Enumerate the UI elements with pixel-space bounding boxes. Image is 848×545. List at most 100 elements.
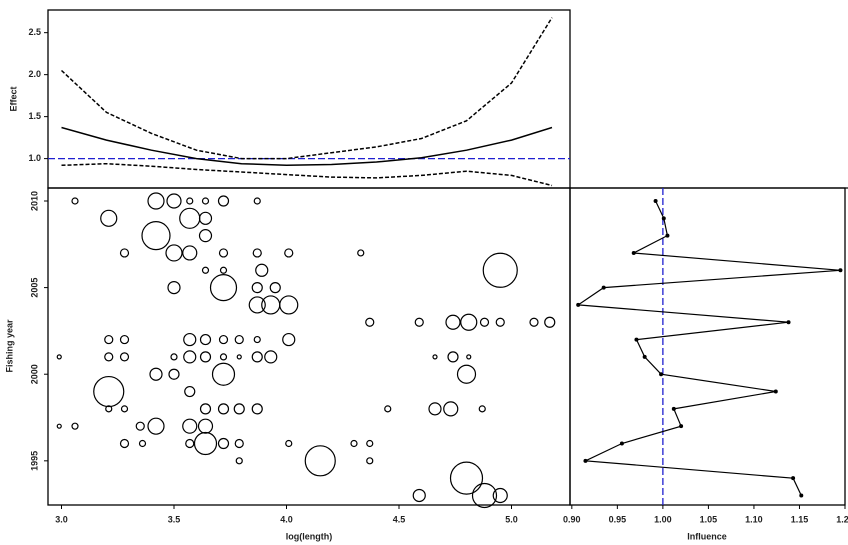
bubble bbox=[284, 248, 294, 258]
bubble bbox=[119, 438, 130, 449]
x-tick-label: 5.0 bbox=[505, 514, 518, 524]
y-tick-label: 1.0 bbox=[28, 153, 41, 163]
bubble bbox=[149, 367, 163, 381]
influence-point bbox=[773, 389, 778, 394]
bubble bbox=[141, 221, 171, 251]
bubble bbox=[182, 418, 198, 434]
influence-point bbox=[679, 424, 684, 429]
bubble bbox=[466, 354, 472, 360]
bubble bbox=[236, 354, 242, 360]
bubble bbox=[197, 418, 214, 434]
bubble bbox=[119, 334, 130, 345]
influence-point bbox=[619, 441, 624, 446]
bubble bbox=[138, 439, 147, 448]
bubble bbox=[251, 403, 263, 415]
bubble bbox=[147, 192, 165, 210]
bubble bbox=[218, 334, 229, 345]
bubble bbox=[384, 405, 392, 413]
bubble bbox=[234, 438, 244, 449]
bubble bbox=[445, 314, 461, 330]
bubble bbox=[179, 207, 201, 229]
bubble bbox=[104, 334, 114, 345]
x-tick-label: 4.0 bbox=[280, 514, 293, 524]
bubble bbox=[233, 403, 245, 415]
influence-point bbox=[838, 268, 843, 273]
bubble bbox=[104, 352, 114, 362]
effect-curve bbox=[61, 126, 553, 167]
bubble-panel bbox=[47, 187, 571, 506]
bubble bbox=[199, 333, 212, 346]
bubble bbox=[471, 482, 498, 509]
bubble bbox=[184, 385, 196, 398]
bubble bbox=[235, 457, 243, 465]
bubble bbox=[447, 351, 459, 363]
influence-line bbox=[576, 200, 841, 496]
effect-curve bbox=[61, 162, 553, 187]
bubble bbox=[170, 353, 178, 361]
bubble bbox=[165, 244, 183, 262]
influence-point bbox=[583, 458, 588, 463]
bubble bbox=[217, 403, 230, 415]
bubble bbox=[304, 445, 336, 477]
influence-point bbox=[634, 337, 639, 342]
influence-point bbox=[791, 476, 796, 481]
bubble bbox=[199, 351, 212, 363]
bubble bbox=[432, 354, 438, 360]
bubble bbox=[100, 209, 118, 227]
bubble bbox=[147, 417, 165, 435]
bubble bbox=[218, 248, 229, 258]
influence-point bbox=[631, 250, 636, 255]
influence-point bbox=[601, 285, 606, 290]
x-tick-label: 1.20 bbox=[836, 514, 848, 524]
bubble bbox=[71, 197, 79, 205]
influence-point bbox=[799, 493, 804, 498]
y-tick-label: 2.5 bbox=[28, 27, 41, 37]
bubble bbox=[495, 317, 505, 327]
bubble bbox=[217, 195, 230, 207]
bubble bbox=[251, 282, 263, 294]
bubble bbox=[201, 197, 210, 205]
bubble bbox=[211, 362, 236, 386]
bubble bbox=[186, 197, 194, 205]
bubble bbox=[544, 316, 556, 328]
influence-axis-label: Influence bbox=[687, 531, 727, 541]
bubble bbox=[261, 295, 281, 315]
influence-point bbox=[642, 354, 647, 359]
bubble bbox=[492, 487, 508, 504]
bubble bbox=[478, 405, 486, 413]
y-tick-label: 2.0 bbox=[28, 69, 41, 79]
bubble bbox=[456, 364, 477, 384]
y-tick-label: 2005 bbox=[29, 278, 39, 298]
effect-curve bbox=[60, 17, 553, 160]
bubble bbox=[279, 295, 299, 315]
x-tick-label: 1.10 bbox=[745, 514, 763, 524]
bubble bbox=[285, 439, 293, 448]
bubble bbox=[105, 405, 113, 413]
y-tick-label: 1.5 bbox=[28, 111, 41, 121]
bubble bbox=[209, 274, 238, 302]
bubble bbox=[443, 401, 459, 417]
bubble bbox=[198, 229, 213, 243]
bubble bbox=[183, 350, 197, 364]
bubble bbox=[366, 439, 374, 448]
influence-point bbox=[671, 406, 676, 411]
x-tick-label: 3.0 bbox=[55, 514, 68, 524]
bubble bbox=[199, 403, 212, 415]
y-tick-label: 1995 bbox=[29, 451, 39, 471]
influence-point bbox=[665, 233, 670, 238]
bubble bbox=[234, 334, 244, 345]
y-tick-label: 2000 bbox=[29, 364, 39, 384]
x-tick-label: 1.00 bbox=[654, 514, 672, 524]
bubble bbox=[166, 193, 182, 209]
bubble bbox=[482, 252, 518, 288]
bubble bbox=[366, 457, 374, 465]
bubble bbox=[71, 422, 79, 430]
bubble bbox=[168, 368, 180, 380]
bubble bbox=[350, 439, 358, 448]
x-axis-label: log(length) bbox=[286, 531, 333, 541]
bubble bbox=[193, 431, 218, 456]
influence-point bbox=[653, 198, 658, 203]
bubble bbox=[255, 263, 269, 277]
x-tick-label: 1.05 bbox=[700, 514, 718, 524]
